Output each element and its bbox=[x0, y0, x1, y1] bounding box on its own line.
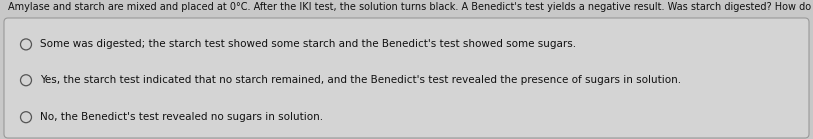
Text: Some was digested; the starch test showed some starch and the Benedict's test sh: Some was digested; the starch test showe… bbox=[40, 39, 576, 49]
Text: No, the Benedict's test revealed no sugars in solution.: No, the Benedict's test revealed no suga… bbox=[40, 112, 323, 122]
Text: Amylase and starch are mixed and placed at 0°C. After the IKI test, the solution: Amylase and starch are mixed and placed … bbox=[8, 2, 813, 12]
FancyBboxPatch shape bbox=[4, 18, 809, 138]
Text: Yes, the starch test indicated that no starch remained, and the Benedict's test : Yes, the starch test indicated that no s… bbox=[40, 75, 681, 85]
